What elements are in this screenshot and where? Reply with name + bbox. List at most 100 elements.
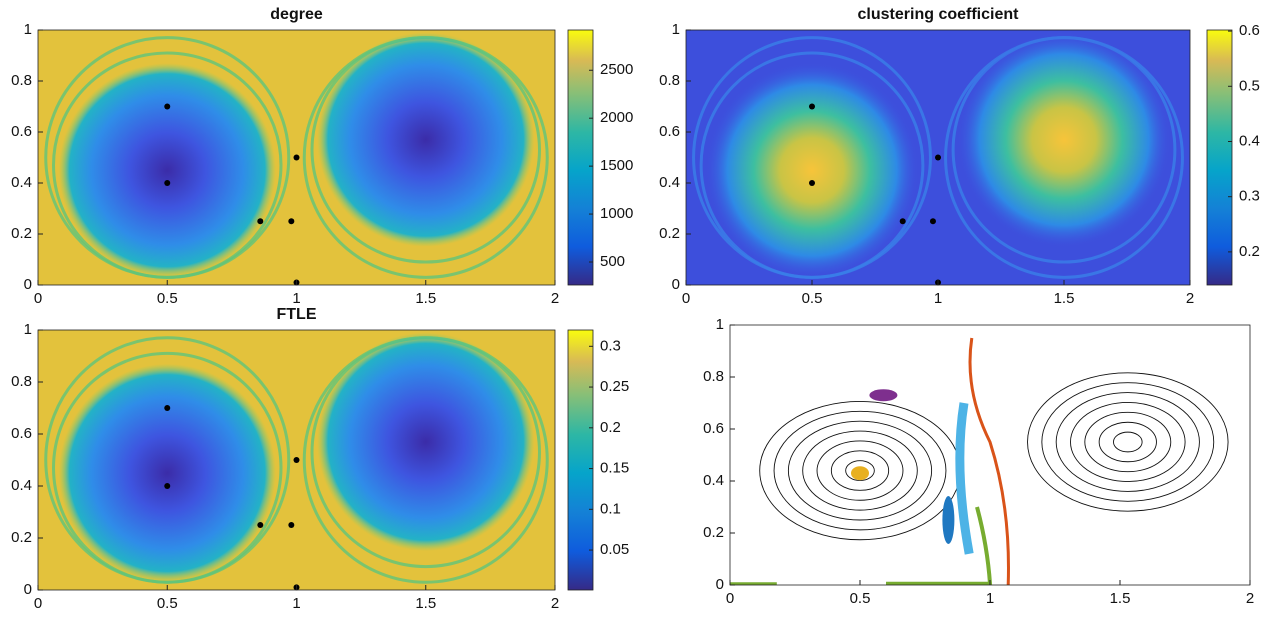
y-tick-label: 0	[672, 276, 680, 293]
title: clustering coefficient	[858, 6, 1020, 23]
point	[288, 522, 295, 528]
y-tick-label: 0.4	[11, 174, 32, 191]
contour-line	[816, 440, 904, 501]
y-tick-label: 0.8	[11, 373, 32, 390]
title: degree	[270, 6, 323, 23]
colorbar-tick-label: 1500	[600, 157, 633, 174]
x-tick-label: 0	[682, 290, 690, 307]
y-tick-label: 0.8	[11, 72, 32, 89]
point	[929, 218, 936, 225]
vortex	[958, 32, 1170, 247]
y-tick-label: 0.6	[659, 123, 680, 140]
y-tick-label: 0.4	[11, 477, 32, 494]
contour-line	[845, 460, 875, 481]
x-tick-label: 1	[934, 290, 942, 307]
contour-line	[1084, 411, 1172, 473]
colorbar-tick-label: 0.15	[600, 460, 629, 477]
x-tick-label: 0.5	[850, 590, 871, 607]
point	[935, 154, 941, 161]
filament	[52, 351, 283, 584]
colorbar-tick-label: 0.05	[600, 541, 629, 558]
colorbar	[567, 329, 594, 591]
x-tick-label: 1	[292, 595, 300, 612]
point	[809, 180, 815, 186]
plot-area	[38, 330, 555, 590]
y-tick-label: 0	[716, 576, 724, 593]
point	[257, 218, 264, 225]
contour-line	[787, 420, 933, 521]
y-tick-label: 0.8	[659, 72, 680, 89]
colorbar-tick-label: 0.3	[600, 337, 621, 354]
x-tick-label: 0.5	[802, 290, 823, 307]
y-tick-label: 0.2	[11, 225, 32, 242]
contour-line	[1070, 402, 1186, 482]
y-tick-label: 0.4	[659, 174, 680, 191]
contour-line	[1041, 382, 1215, 502]
point	[293, 457, 300, 463]
colorbar-tick-label: 0.4	[1239, 132, 1260, 149]
colorbar-tick-label: 0.6	[1239, 22, 1260, 39]
x-tick-label: 1.5	[1110, 590, 1131, 607]
colorbar-tick-label: 0.2	[1239, 243, 1260, 260]
point	[164, 180, 171, 186]
contour-line	[773, 410, 947, 531]
plot-background	[730, 325, 1250, 585]
contour-line	[830, 450, 890, 491]
y-tick-label: 0.6	[11, 123, 32, 140]
y-tick-label: 0.2	[703, 524, 724, 541]
vortex	[58, 363, 276, 583]
x-tick-label: 2	[551, 290, 559, 307]
colorbar	[1206, 29, 1233, 286]
contour-line	[1113, 431, 1143, 453]
contour-line	[802, 430, 918, 511]
region	[955, 402, 974, 555]
x-tick-label: 0.5	[157, 290, 178, 307]
colorbar-tick-label: 0.1	[600, 500, 621, 517]
x-tick-label: 2	[1186, 290, 1194, 307]
colorbar-tick-label: 0.5	[1239, 77, 1260, 94]
colorbar-tick-label: 500	[600, 253, 625, 270]
vortex	[317, 32, 535, 247]
y-tick-label: 0.4	[703, 472, 724, 489]
y-tick-label: 0.2	[11, 529, 32, 546]
x-tick-label: 1	[292, 290, 300, 307]
y-tick-label: 1	[716, 316, 724, 333]
colorbar	[567, 29, 594, 286]
point	[164, 405, 171, 411]
colorbar-tick-label: 2000	[600, 109, 633, 126]
x-tick-label: 1	[986, 590, 994, 607]
point	[899, 218, 906, 225]
y-tick-label: 0.8	[703, 368, 724, 385]
y-tick-label: 1	[24, 321, 32, 338]
y-tick-label: 1	[24, 21, 32, 38]
point	[809, 103, 815, 110]
vortex	[58, 63, 276, 278]
point	[164, 483, 171, 489]
colorbar-tick-label: 1000	[600, 205, 633, 222]
region	[869, 389, 898, 402]
point	[257, 522, 264, 528]
x-tick-label: 0	[34, 290, 42, 307]
point	[293, 154, 300, 161]
colorbar-tick-label: 0.25	[600, 378, 629, 395]
colorbar-tick-label: 2500	[600, 61, 633, 78]
region	[968, 337, 1010, 585]
x-tick-label: 1.5	[415, 290, 436, 307]
region	[942, 496, 955, 544]
x-tick-label: 1.5	[415, 595, 436, 612]
contour-line	[1055, 392, 1200, 492]
vortex	[706, 63, 918, 278]
x-tick-label: 2	[551, 595, 559, 612]
region	[851, 466, 869, 481]
y-tick-label: 0	[24, 581, 32, 598]
y-tick-label: 0.2	[659, 225, 680, 242]
y-tick-label: 0.6	[703, 420, 724, 437]
point	[164, 103, 171, 110]
y-tick-label: 1	[672, 21, 680, 38]
title: FTLE	[277, 306, 317, 323]
x-tick-label: 0	[726, 590, 734, 607]
x-tick-label: 2	[1246, 590, 1254, 607]
x-tick-label: 0.5	[157, 595, 178, 612]
colorbar-tick-label: 0.2	[600, 419, 621, 436]
